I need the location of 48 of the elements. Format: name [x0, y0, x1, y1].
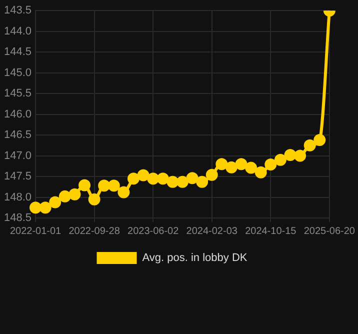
point — [166, 176, 179, 188]
y-tick-label: 144.5 — [4, 46, 32, 58]
point — [58, 190, 71, 202]
y-tick-label: 148.0 — [4, 191, 32, 204]
y-tick-label: 145.5 — [4, 88, 32, 100]
point — [254, 166, 267, 178]
point — [314, 134, 326, 146]
point — [39, 202, 52, 214]
y-tick-label: 144.0 — [4, 25, 32, 38]
point — [68, 188, 81, 200]
point — [78, 179, 91, 192]
y-tick-label: 147.0 — [4, 150, 32, 162]
y-tick-label: 146.0 — [4, 108, 32, 120]
point — [206, 168, 218, 181]
point — [88, 193, 100, 206]
point — [156, 172, 169, 185]
legend-label: Avg. pos. in lobby DK — [142, 252, 248, 264]
point — [225, 161, 238, 174]
point — [98, 180, 110, 192]
x-tick-label: 2024-10-15 — [245, 226, 297, 237]
point — [264, 158, 277, 170]
point — [245, 162, 258, 174]
point — [49, 196, 62, 208]
point — [176, 176, 188, 188]
point — [118, 186, 130, 198]
point — [147, 172, 160, 185]
point — [127, 172, 140, 185]
x-tick-label: 2022-09-28 — [68, 226, 120, 237]
point — [196, 176, 208, 188]
y-tick-label: 148.5 — [4, 212, 32, 224]
point — [186, 172, 198, 184]
x-tick-label: 2025-06-20 — [304, 226, 356, 237]
x-tick-label: 2024-02-03 — [186, 226, 238, 237]
y-tick-label: 147.5 — [4, 170, 32, 183]
y-tick-label: 143.5 — [4, 4, 32, 17]
point — [284, 148, 296, 161]
point — [274, 154, 286, 166]
y-tick-label: 145.0 — [4, 66, 32, 79]
point — [108, 180, 120, 192]
x-tick-label: 2023-06-02 — [128, 226, 180, 237]
y-tick-label: 146.5 — [4, 129, 32, 142]
x-tick-label: 2022-01-01 — [10, 226, 62, 237]
point — [30, 202, 42, 214]
point — [137, 169, 150, 182]
point — [235, 158, 248, 170]
point — [294, 150, 306, 162]
point — [304, 139, 316, 152]
point — [216, 158, 228, 170]
